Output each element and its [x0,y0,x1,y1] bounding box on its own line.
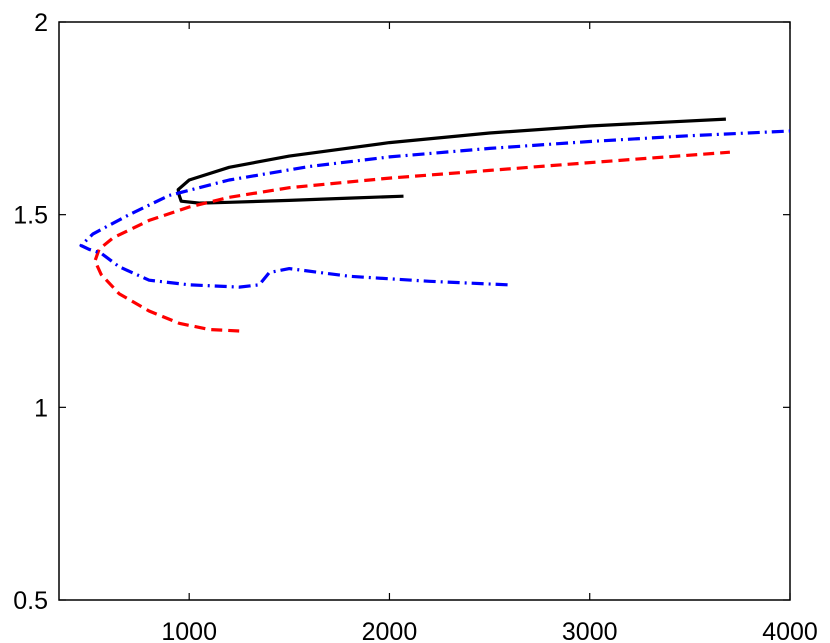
series-group [79,117,791,333]
series-line-dashed [93,150,731,333]
x-tick-label: 2000 [362,618,418,643]
y-tick-label: 1.5 [13,202,48,230]
y-tick-label: 1 [34,394,48,422]
x-tick-label: 4000 [762,618,818,643]
axis-ticks [59,21,791,601]
x-tick-label: 3000 [562,618,618,643]
y-tick-label: 2 [34,9,48,37]
y-tick-label: 0.5 [13,587,48,615]
y-axis-tick-labels: 0.5 1 1.5 2 [13,9,48,615]
series-line-dashdot [79,129,791,289]
x-tick-label: 1000 [161,618,217,643]
plot-frame [58,21,791,601]
series-line-solid [176,117,726,205]
x-axis-tick-labels: 1000 2000 3000 4000 [161,618,817,643]
